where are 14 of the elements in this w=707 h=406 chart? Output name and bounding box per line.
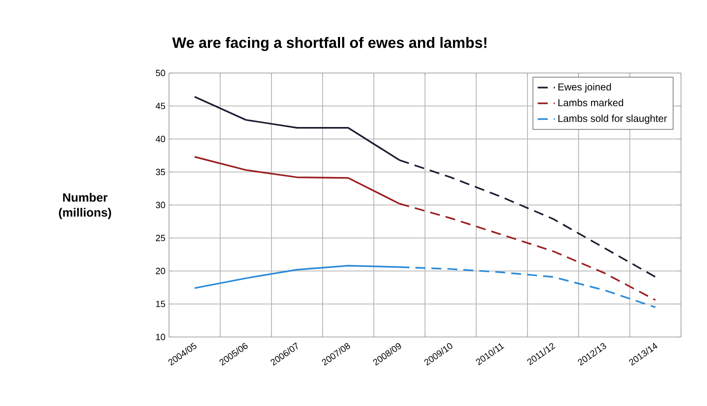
legend-label: Lambs sold for slaughter [558,114,667,124]
y-tick-label: 50 [156,70,166,76]
chart-title: We are facing a shortfall of ewes and lambs! [172,36,486,52]
legend-label: Lambs marked [558,98,624,106]
y-tick-label: 30 [156,202,166,208]
y-tick-label: 20 [156,268,166,274]
y-tick-label: 35 [156,168,166,176]
y-tick-label: 10 [156,334,166,340]
y-tick-label: 15 [156,300,166,308]
legend-label: Ewes joined [558,83,611,92]
y-tick-label: 25 [156,234,166,242]
y-tick-label: 45 [156,102,166,110]
y-tick-label: 40 [156,136,166,142]
y-axis-title: Number (millions) [58,192,112,220]
